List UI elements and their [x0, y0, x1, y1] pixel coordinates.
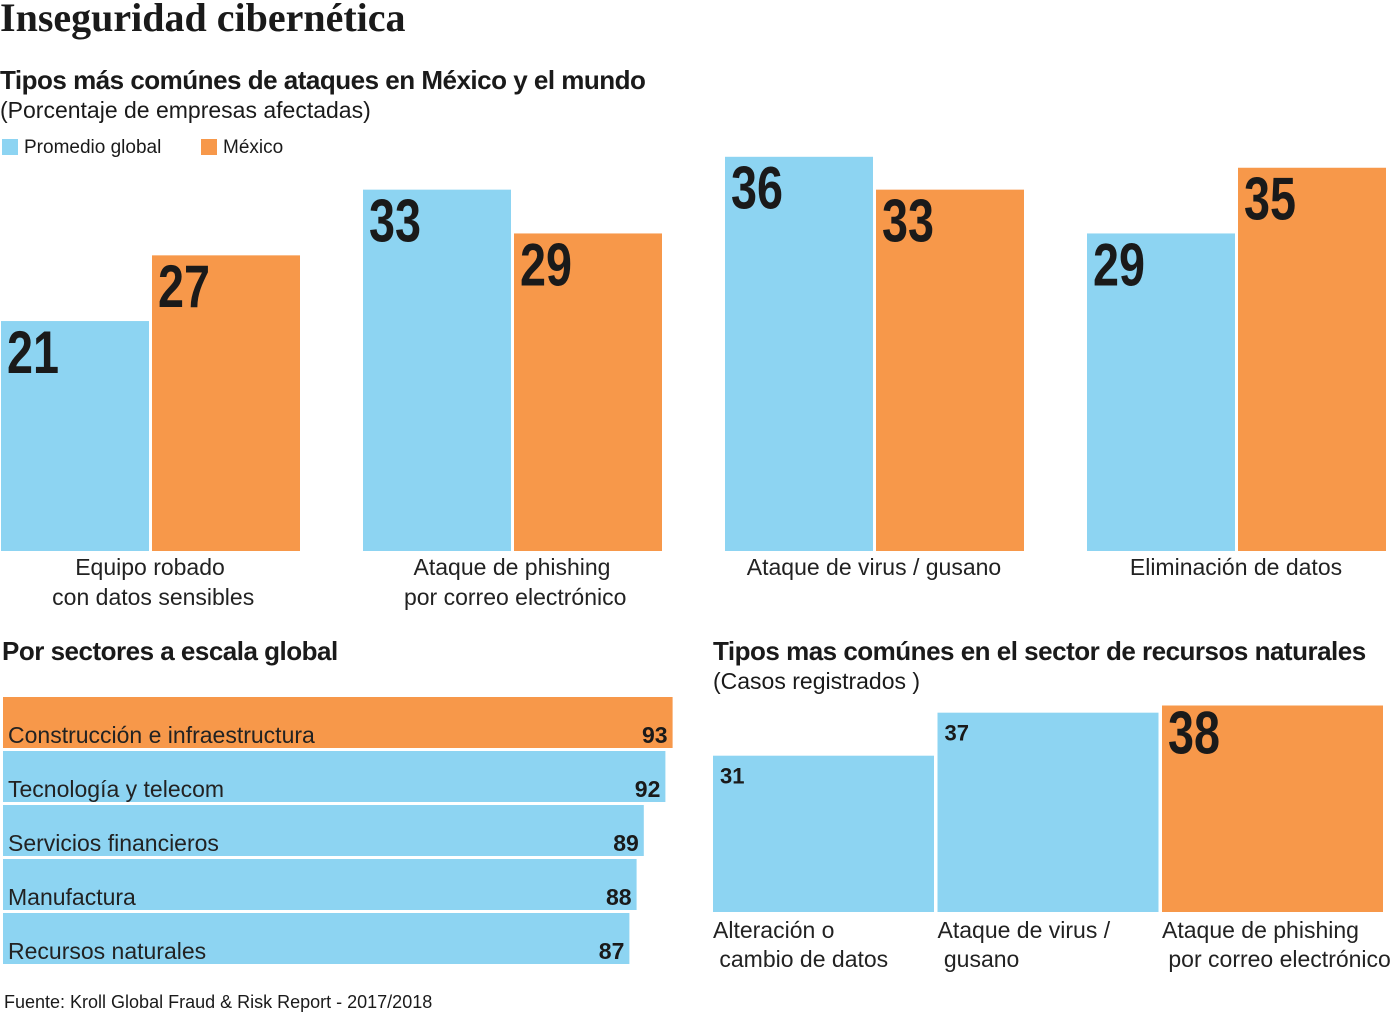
bar [3, 697, 673, 748]
bar [152, 255, 300, 551]
category-label: Ataque de phishing por correo electrónic… [398, 554, 627, 610]
value-label: 36 [731, 155, 783, 222]
category-label: Construcción e infraestructura [8, 722, 315, 748]
value-label: 29 [1093, 231, 1145, 298]
category-label: Recursos naturales [8, 938, 206, 964]
chart-title: Tipos mas comúnes en el sector de recurs… [713, 636, 1366, 666]
category-label: Servicios financieros [8, 830, 219, 856]
value-label: 38 [1168, 699, 1220, 766]
category-label: Ataque de virus / gusano [747, 554, 1001, 580]
legend-label: México [223, 137, 283, 158]
bar [3, 751, 666, 802]
legend-swatch [201, 139, 217, 155]
value-label: 33 [882, 187, 934, 254]
source: Fuente: Kroll Global Fraud & Risk Report… [4, 992, 432, 1012]
value-label: 93 [642, 722, 668, 748]
bar [1, 321, 149, 551]
category-label: Manufactura [8, 884, 136, 910]
bar [1087, 233, 1235, 551]
value-label: 87 [599, 938, 625, 964]
bar [1162, 705, 1383, 912]
category-label: Ataque de phishing por correo electrónic… [1162, 917, 1391, 972]
bar [3, 913, 630, 964]
value-label: 29 [520, 231, 572, 298]
bar [725, 156, 873, 552]
category-label: Alteración o cambio de datos [713, 917, 888, 972]
legend-swatch [2, 139, 18, 155]
chart-subtitle: (Porcentaje de empresas afectadas) [0, 97, 371, 123]
value-label: 92 [635, 776, 661, 802]
chart-title: Por sectores a escala global [2, 636, 338, 666]
value-label: 88 [606, 884, 632, 910]
bar [1238, 167, 1386, 551]
bar [937, 712, 1159, 912]
value-label: 89 [613, 830, 639, 856]
bar [363, 189, 511, 551]
chart-title: Tipos más comúnes de ataques en México y… [0, 65, 645, 95]
value-label: 21 [7, 319, 59, 386]
chart-subtitle: (Casos registrados ) [713, 668, 920, 694]
bar [3, 805, 644, 856]
value-label: 37 [945, 720, 969, 745]
value-label: 27 [158, 253, 210, 320]
category-label: Tecnología y telecom [8, 776, 224, 802]
bar [713, 755, 934, 912]
bar [3, 859, 637, 910]
bar [876, 189, 1024, 551]
legend-label: Promedio global [24, 137, 161, 158]
category-label: Equipo robado con datos sensibles [46, 554, 254, 610]
value-label: 33 [369, 187, 421, 254]
value-label: 31 [720, 764, 744, 789]
value-label: 35 [1244, 166, 1296, 233]
bar [514, 233, 662, 551]
page-title: Inseguridad cibernética [0, 0, 406, 40]
category-label: Eliminación de datos [1130, 554, 1342, 580]
category-label: Ataque de virus / gusano [938, 917, 1111, 972]
